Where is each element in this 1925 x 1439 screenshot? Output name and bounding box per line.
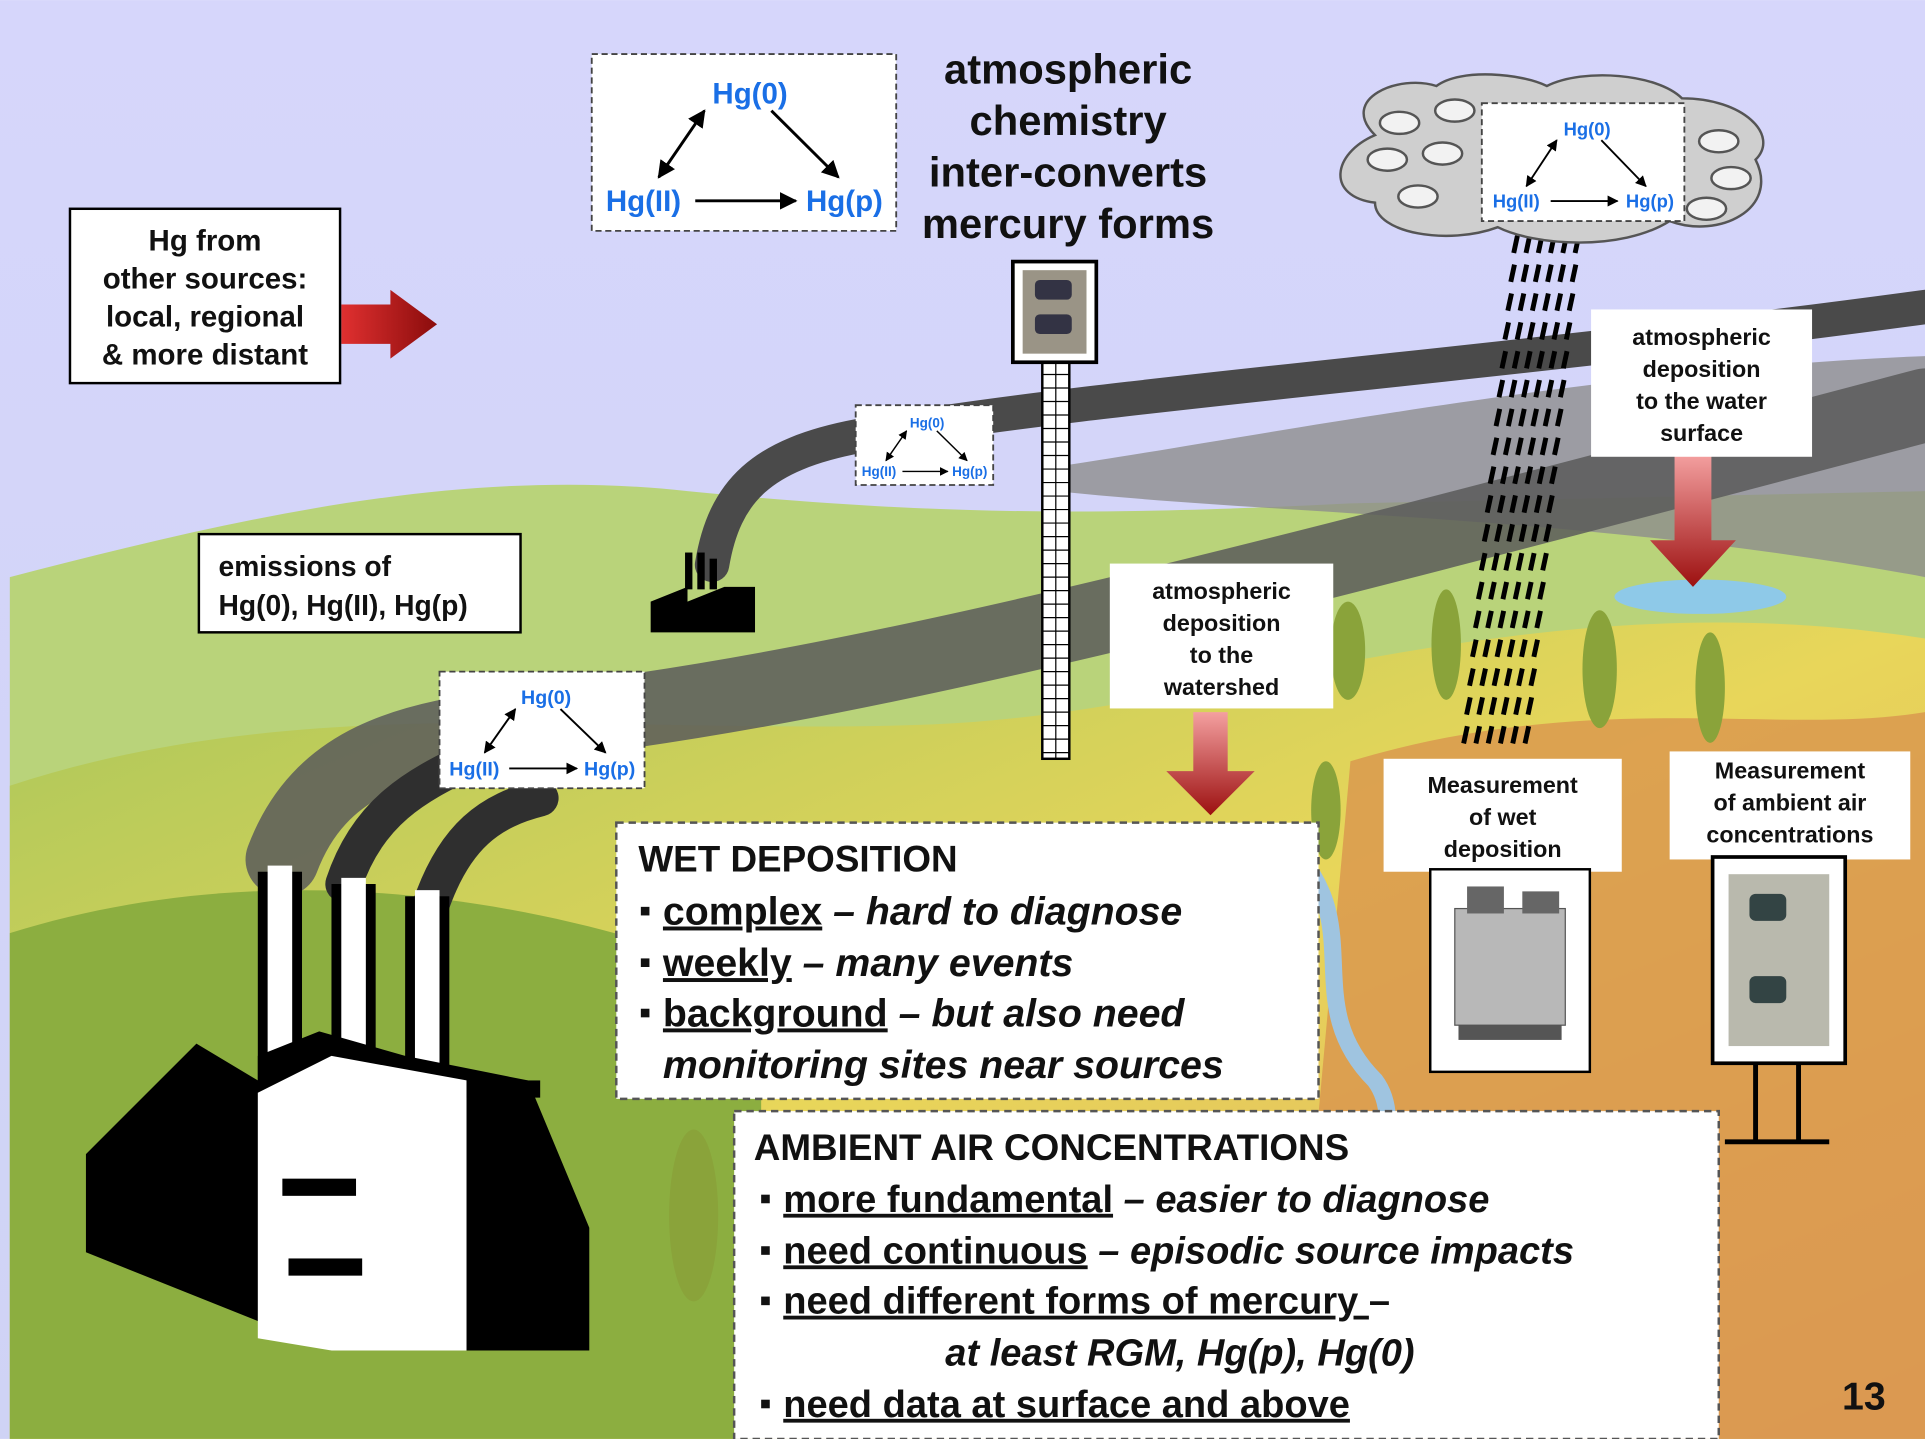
bullet-desc: –: [1369, 1281, 1390, 1323]
species-label: Hg(p): [1626, 190, 1674, 211]
bullet-item: complex – hard to diagnose: [663, 890, 1182, 934]
bullet-item: need data at surface and above: [783, 1384, 1350, 1426]
ambient-measure-label: Measurement: [1715, 757, 1866, 783]
title-line: chemistry: [969, 97, 1166, 144]
bullet-term: background: [663, 991, 888, 1035]
wet-sampler: [1430, 869, 1590, 1072]
wet-measure-label: deposition: [1444, 836, 1562, 862]
bullet-term: need different forms of mercury: [783, 1281, 1369, 1323]
title-line: mercury forms: [922, 200, 1214, 247]
bullet-desc: – episodic source impacts: [1098, 1230, 1574, 1272]
sources-label: & more distant: [102, 339, 308, 372]
watershed-label: watershed: [1163, 674, 1279, 700]
species-label: Hg(p): [952, 464, 987, 479]
water-surface-label: surface: [1660, 420, 1743, 446]
box-heading: WET DEPOSITION: [638, 839, 957, 880]
species-label: Hg(p): [584, 758, 635, 780]
bullet-item: need continuous – episodic source impact…: [783, 1230, 1574, 1272]
box-heading: AMBIENT AIR CONCENTRATIONS: [754, 1127, 1349, 1168]
species-label: Hg(II): [606, 185, 681, 218]
water-surface-label: to the water: [1636, 388, 1767, 414]
bullet-desc: at least RGM, Hg(p), Hg(0): [945, 1332, 1414, 1374]
title-line: atmospheric: [944, 46, 1192, 93]
bullet: [641, 1009, 650, 1018]
title-line: inter-converts: [929, 149, 1207, 196]
bullet-term: more fundamental: [783, 1179, 1113, 1221]
bullet: [641, 958, 650, 967]
bullet: [641, 907, 650, 916]
ambient-measure-label: of ambient air: [1714, 789, 1867, 815]
bullet: [761, 1297, 770, 1306]
emissions-label: Hg(0), Hg(II), Hg(p): [219, 589, 468, 621]
watershed-label: deposition: [1163, 610, 1281, 636]
ambient-measure-label: concentrations: [1706, 821, 1873, 847]
bullet-term: complex: [663, 890, 822, 934]
species-label: Hg(0): [1564, 119, 1611, 140]
sources-label: local, regional: [106, 301, 304, 334]
page-number: 13: [1842, 1374, 1886, 1418]
bullet-item: weekly – many events: [662, 941, 1073, 985]
bullet-desc: monitoring sites near sources: [663, 1043, 1224, 1087]
sources-label: other sources:: [103, 263, 308, 296]
wet-measure-label: of wet: [1469, 804, 1537, 830]
bullet-item: need different forms of mercury –: [783, 1281, 1390, 1323]
slide: Hg(0) Hg(II) Hg(p) Hg(0) Hg(II) Hg(p) Hg(0) Hg(…: [0, 0, 1925, 1439]
species-label: Hg(II): [449, 758, 499, 780]
bullet-item: background – but also need: [663, 991, 1185, 1035]
bullet: [761, 1400, 770, 1409]
bullet-desc: – many events: [803, 941, 1074, 985]
sources-label: Hg from: [149, 225, 262, 258]
water-surface-label: deposition: [1643, 356, 1761, 382]
watershed-label: atmospheric: [1152, 578, 1291, 604]
bullet: [761, 1246, 770, 1255]
species-label: Hg(p): [806, 185, 883, 218]
emissions-label: emissions of: [219, 550, 392, 582]
watershed-label: to the: [1190, 642, 1253, 668]
bullet-desc: – hard to diagnose: [833, 890, 1182, 934]
bullet-desc: – but also need: [899, 991, 1186, 1035]
species-label: Hg(II): [862, 464, 896, 479]
species-label: Hg(II): [1493, 190, 1540, 211]
bullet-desc: – easier to diagnose: [1124, 1179, 1490, 1221]
wet-measure-label: Measurement: [1428, 772, 1579, 798]
bullet-item: more fundamental – easier to diagnose: [783, 1179, 1489, 1221]
species-label: Hg(0): [521, 687, 571, 709]
species-label: Hg(0): [712, 77, 787, 110]
water-surface-label: atmospheric: [1632, 324, 1771, 350]
lake: [1614, 580, 1786, 614]
bullet-term: weekly: [662, 941, 792, 985]
bullet-term: need data at surface and above: [783, 1384, 1350, 1426]
bullet-term: need continuous: [783, 1230, 1087, 1272]
bullet: [761, 1195, 770, 1204]
species-label: Hg(0): [910, 415, 945, 430]
